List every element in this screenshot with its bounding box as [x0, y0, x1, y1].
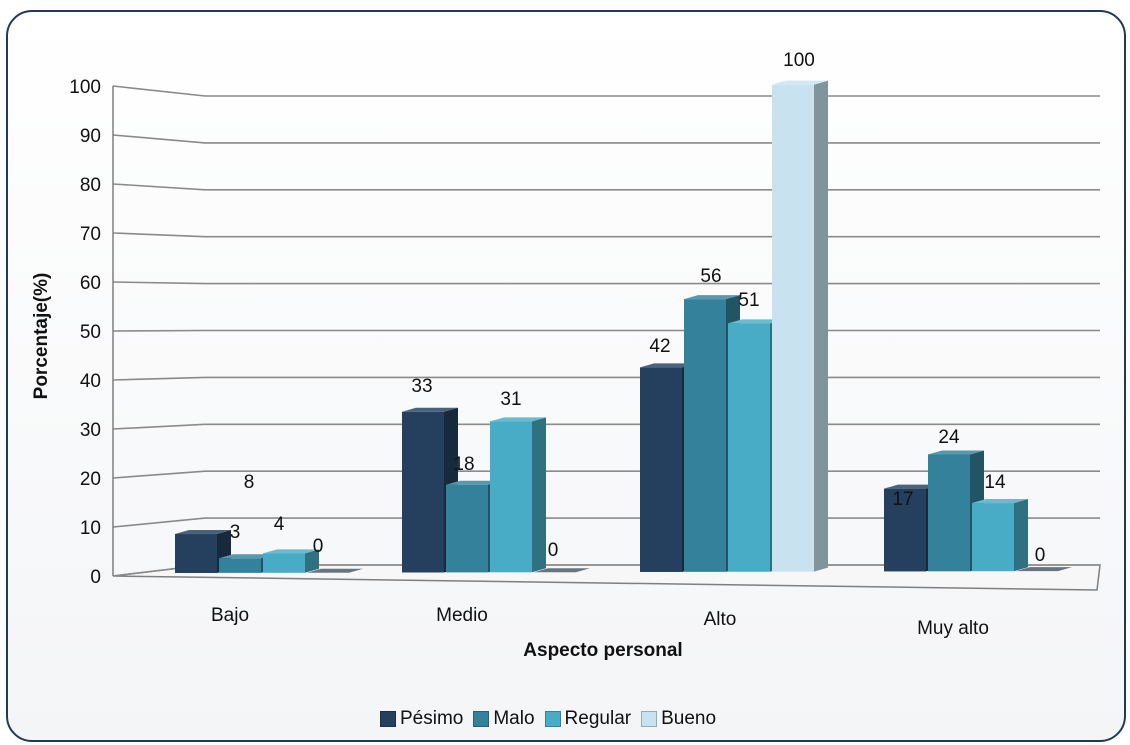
data-label-medio-pesimo: 33 [411, 376, 432, 397]
data-label-medio-bueno: 0 [548, 540, 559, 561]
bar-medio-regular [490, 421, 532, 573]
bar-muy-alto-regular-side [1014, 499, 1028, 572]
data-label-alto-pesimo: 42 [649, 336, 670, 357]
x-tick-label-bajo: Bajo [211, 605, 249, 626]
legend-item-malo: Malo [473, 708, 535, 730]
bar-medio-malo-top [446, 480, 502, 485]
bar-muy-alto-bueno [1016, 567, 1072, 572]
legend-item-pesimo: Pésimo [380, 708, 463, 730]
data-label-muy-alto-malo: 24 [938, 427, 960, 448]
gridline-100 [112, 85, 1100, 97]
legend-swatch-pesimo [380, 711, 396, 727]
gridline-70 [112, 232, 1100, 238]
legend-label-malo: Malo [493, 708, 535, 729]
legend: Pésimo Malo Regular Bueno [380, 708, 716, 730]
legend-swatch-bueno [641, 711, 658, 727]
data-label-medio-regular: 31 [500, 389, 521, 410]
data-label-alto-bueno: 100 [783, 50, 815, 71]
gridline-40 [112, 376, 1100, 381]
bar-medio-pesimo [402, 411, 444, 573]
data-label-alto-regular: 51 [738, 290, 759, 311]
legend-label-regular: Regular [564, 708, 632, 729]
bar-alto-bueno-top [772, 80, 828, 85]
bar-muy-alto-pesimo [884, 488, 926, 572]
bar-muy-alto-malo [928, 454, 970, 572]
bar-medio-regular-side [532, 417, 546, 573]
data-label-muy-alto-regular: 14 [984, 472, 1006, 493]
gridline-90 [112, 134, 1100, 144]
legend-swatch-malo [473, 711, 490, 727]
bar-bajo-pesimo-top [175, 530, 231, 535]
y-tick-label-80: 80 [80, 175, 101, 196]
legend-label-pesimo: Pésimo [400, 708, 464, 729]
data-label-bajo-malo: 3 [230, 522, 241, 543]
bar-alto-pesimo [640, 367, 682, 572]
y-tick-label-50: 50 [80, 322, 101, 343]
y-axis-title: Porcentaje(%) [31, 273, 52, 400]
y-tick-label-70: 70 [80, 224, 101, 245]
data-label-alto-malo: 56 [700, 266, 721, 287]
gridline-60 [112, 281, 1100, 285]
data-label-bajo-bueno: 0 [313, 536, 324, 557]
legend-item-bueno: Bueno [641, 708, 716, 730]
bar-muy-alto-regular-top [972, 499, 1028, 504]
chart-frame [6, 10, 1126, 742]
legend-label-bueno: Bueno [661, 708, 717, 729]
bar-alto-malo [684, 299, 726, 572]
bar-alto-pesimo-top [640, 363, 696, 368]
bar-bajo-regular [263, 553, 305, 573]
x-axis-title: Aspecto personal [523, 640, 682, 661]
gridline-80 [112, 183, 1100, 191]
bar-muy-alto-pesimo-top [884, 484, 940, 489]
bar-medio-regular-top [490, 417, 546, 422]
bar-medio-pesimo-top [402, 407, 458, 412]
y-tick-label-0: 0 [90, 567, 101, 588]
bar-bajo-malo-top [219, 554, 275, 559]
y-tick-label-20: 20 [80, 469, 101, 490]
bar-alto-bueno-side [814, 80, 828, 572]
x-tick-label-medio: Medio [436, 605, 488, 626]
bar-alto-regular [728, 323, 770, 572]
y-tick-label-10: 10 [80, 518, 101, 539]
y-tick-label-40: 40 [80, 371, 101, 392]
y-tick-label-60: 60 [80, 273, 101, 294]
y-tick-label-90: 90 [80, 126, 101, 147]
data-label-medio-malo: 18 [453, 454, 474, 475]
bar-bajo-malo [219, 558, 261, 573]
bar-bajo-pesimo [175, 534, 217, 573]
bar-bajo-regular-top [263, 549, 319, 554]
data-label-bajo-regular: 4 [274, 514, 285, 535]
bar-muy-alto-malo-top [928, 450, 984, 455]
x-tick-label-muy-alto: Muy alto [917, 618, 989, 639]
bar-alto-malo-top [684, 295, 740, 300]
y-tick-label-100: 100 [69, 77, 101, 98]
bar-medio-malo [446, 484, 488, 573]
x-tick-label-alto: Alto [704, 609, 737, 630]
y-tick-label-30: 30 [80, 420, 101, 441]
legend-swatch-regular [544, 711, 561, 727]
bar-medio-bueno [534, 568, 590, 573]
data-label-muy-alto-bueno: 0 [1035, 545, 1046, 566]
data-label-muy-alto-pesimo: 17 [892, 489, 913, 510]
gridline-50 [112, 329, 1100, 332]
legend-item-regular: Regular [544, 708, 632, 730]
bar-muy-alto-regular [972, 503, 1014, 572]
bar-alto-bueno [772, 84, 814, 572]
bar-bajo-regular-side [305, 549, 319, 573]
bar-alto-regular-top [728, 319, 784, 324]
bar-bajo-bueno [307, 568, 363, 573]
data-label-bajo-pesimo: 8 [244, 472, 255, 493]
